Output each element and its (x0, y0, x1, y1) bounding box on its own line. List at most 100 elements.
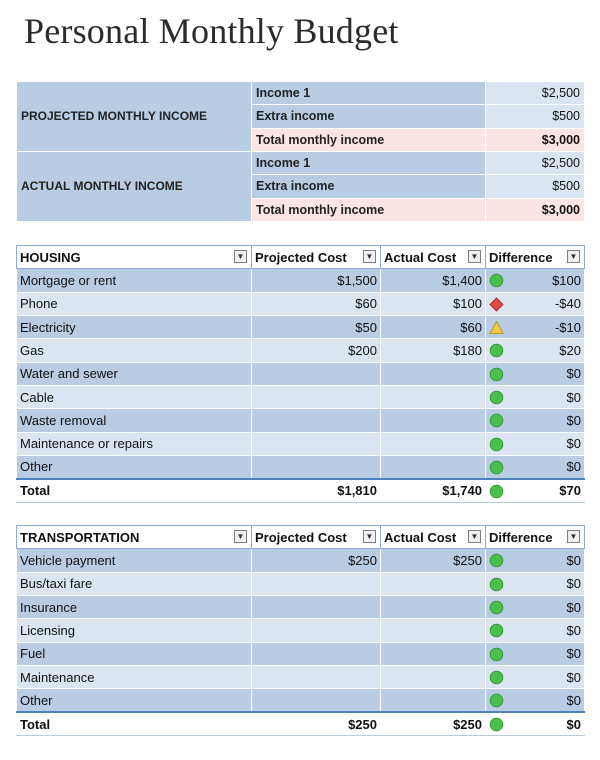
actual-cost-cell[interactable]: $100 (380, 292, 486, 316)
difference-value: $0 (566, 436, 581, 452)
difference-cell: $0 (485, 711, 585, 736)
projected-cost-cell[interactable] (251, 642, 381, 666)
total-income-value: $3,000 (485, 127, 585, 152)
difference-value: $0 (566, 412, 581, 428)
item-cell: Maintenance (16, 665, 252, 690)
difference-value: $0 (566, 552, 581, 568)
table-row: Mortgage or rent $1,500 $1,400 $100 (16, 268, 585, 293)
filter-dropdown-button[interactable]: ▼ (234, 250, 247, 263)
item-cell: Insurance (16, 595, 252, 620)
projected-cost-cell[interactable] (251, 385, 381, 410)
table-row: Fuel $0 (16, 642, 585, 666)
difference-value: -$40 (554, 296, 581, 312)
projected-cost-cell[interactable] (251, 595, 381, 620)
actual-cost-cell[interactable] (380, 432, 486, 456)
item-cell: Vehicle payment (16, 548, 252, 573)
actual-cost-cell[interactable] (380, 572, 486, 596)
projected-cost-cell[interactable] (251, 572, 381, 596)
total-income-label: Total monthly income (251, 197, 486, 222)
green-circle-icon (489, 717, 504, 732)
table-row: Waste removal $0 (16, 408, 585, 433)
actual-cost-cell[interactable] (380, 618, 486, 643)
table-row: Insurance $0 (16, 595, 585, 620)
table-row: Water and sewer $0 (16, 362, 585, 386)
difference-value: $0 (566, 622, 581, 638)
actual-cost-cell[interactable] (380, 595, 486, 620)
transportation-table: TRANSPORTATION ▼ Projected Cost ▼ Actual Cos… (16, 524, 585, 736)
difference-cell: $0 (485, 595, 585, 620)
filter-dropdown-button[interactable]: ▼ (234, 530, 247, 543)
projected-cost-cell[interactable] (251, 432, 381, 456)
projected-cost-cell[interactable]: $60 (251, 292, 381, 316)
projected-cost-cell[interactable]: $50 (251, 315, 381, 340)
income-value-cell[interactable]: $2,500 (485, 150, 585, 176)
difference-cell: $0 (485, 642, 585, 666)
actual-cost-cell[interactable]: $250 (380, 548, 486, 573)
actual-cost-cell[interactable] (380, 642, 486, 666)
projected-cost-cell[interactable]: $200 (251, 338, 381, 363)
income-value-cell[interactable]: $2,500 (485, 80, 585, 106)
table-row: Vehicle payment $250 $250 $0 (16, 548, 585, 573)
projected-cost-cell[interactable] (251, 455, 381, 480)
difference-value: $20 (559, 342, 581, 358)
actual-cost-cell: $1,740 (380, 477, 486, 503)
column-header-label: Projected Cost (255, 529, 347, 545)
difference-cell: $0 (485, 385, 585, 410)
total-row: Total $250 $250 $0 (16, 711, 585, 736)
total-income-value: $3,000 (485, 197, 585, 222)
item-cell: Electricity (16, 315, 252, 340)
income-value-cell[interactable]: $500 (485, 104, 585, 129)
actual-cost-cell[interactable] (380, 362, 486, 386)
item-cell: Bus/taxi fare (16, 572, 252, 596)
actual-cost-cell[interactable]: $1,400 (380, 268, 486, 293)
green-circle-icon (489, 460, 504, 475)
difference-cell: $0 (485, 665, 585, 690)
green-circle-icon (489, 484, 504, 499)
filter-dropdown-button[interactable]: ▼ (567, 530, 580, 543)
projected-cost-cell[interactable] (251, 618, 381, 643)
difference-cell: $100 (485, 268, 585, 293)
actual-cost-cell[interactable] (380, 408, 486, 433)
projected-income-heading: PROJECTED MONTHLY INCOME (16, 81, 252, 152)
actual-cost-cell[interactable] (380, 688, 486, 713)
item-cell: Total (16, 711, 252, 736)
actual-income-heading: ACTUAL MONTHLY INCOME (16, 150, 252, 222)
projected-cost-cell[interactable]: $250 (251, 548, 381, 573)
table-row: Electricity $50 $60 -$10 (16, 315, 585, 340)
filter-dropdown-button[interactable]: ▼ (468, 250, 481, 263)
difference-value: $70 (559, 483, 581, 499)
actual-cost-cell[interactable] (380, 665, 486, 690)
projected-cost-cell[interactable] (251, 665, 381, 690)
table-row: Cable $0 (16, 385, 585, 410)
actual-cost-cell[interactable] (380, 385, 486, 410)
projected-cost-cell[interactable] (251, 408, 381, 433)
actual-cost-cell[interactable]: $60 (380, 315, 486, 340)
difference-value: $0 (566, 599, 581, 615)
difference-value: $0 (566, 459, 581, 475)
difference-value: $0 (566, 716, 581, 732)
item-cell: Mortgage or rent (16, 268, 252, 293)
total-income-label: Total monthly income (251, 127, 486, 152)
difference-cell: -$40 (485, 292, 585, 316)
table-row: Licensing $0 (16, 618, 585, 643)
filter-dropdown-button[interactable]: ▼ (567, 250, 580, 263)
income-value-cell[interactable]: $500 (485, 174, 585, 199)
actual-cost-cell[interactable] (380, 455, 486, 480)
filter-dropdown-button[interactable]: ▼ (363, 530, 376, 543)
projected-cost-cell[interactable]: $1,500 (251, 268, 381, 293)
difference-cell: $70 (485, 477, 585, 503)
projected-cost-cell[interactable] (251, 362, 381, 386)
projected-cost-cell[interactable] (251, 688, 381, 713)
column-header-label: Actual Cost (384, 249, 457, 265)
column-header-label: TRANSPORTATION (20, 529, 140, 545)
actual-cost-cell[interactable]: $180 (380, 338, 486, 363)
table-row: Other $0 (16, 455, 585, 480)
filter-dropdown-button[interactable]: ▼ (468, 530, 481, 543)
item-cell: Other (16, 688, 252, 713)
difference-value: $0 (566, 669, 581, 685)
difference-cell: $0 (485, 362, 585, 386)
red-diamond-icon (489, 297, 504, 312)
item-cell: Maintenance or repairs (16, 432, 252, 456)
filter-dropdown-button[interactable]: ▼ (363, 250, 376, 263)
item-cell: Phone (16, 292, 252, 316)
